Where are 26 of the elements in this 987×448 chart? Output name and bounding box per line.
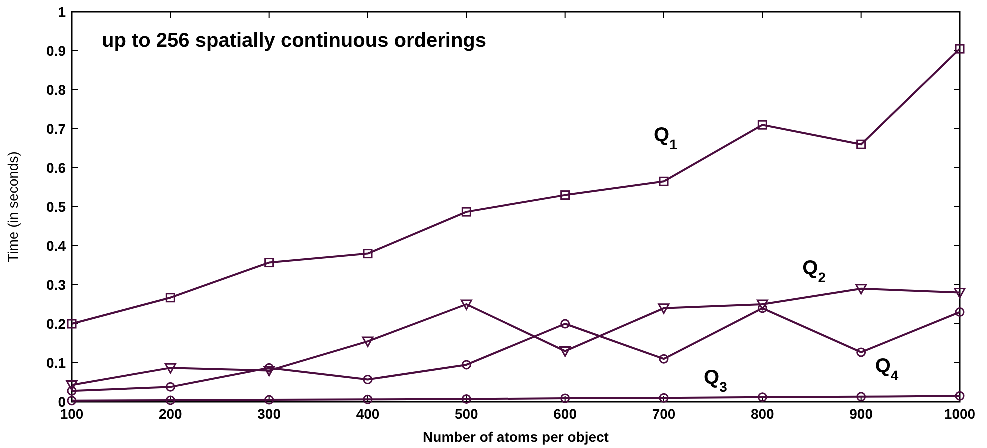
x-tick-label: 300	[258, 406, 282, 422]
y-tick-label: 0.6	[46, 160, 66, 176]
x-axis-title: Number of atoms per object	[423, 429, 610, 445]
x-tick-label: 400	[356, 406, 380, 422]
y-tick-label: 0.9	[46, 43, 66, 59]
y-tick-label: 0.5	[46, 199, 66, 215]
y-tick-label: 0.1	[46, 355, 66, 371]
y-axis-title: Time (in seconds)	[5, 152, 21, 262]
y-tick-label: 0.7	[46, 121, 66, 137]
series-label: Q$_{2}$	[802, 258, 826, 286]
y-tick-label: 0.2	[46, 316, 66, 332]
text: up to 256 spatially continuous orderings	[102, 30, 487, 52]
x-tick-label: 800	[750, 406, 775, 422]
y-tick-label: 0.8	[46, 82, 66, 98]
y-tick-label: 0.3	[46, 277, 66, 293]
series-label: Q$_{4}$	[875, 355, 899, 384]
x-tick-label: 500	[454, 406, 479, 422]
series-label: Q$_{1}$	[654, 124, 678, 153]
x-tick-label: 700	[652, 406, 676, 422]
x-tick-label: 600	[554, 406, 578, 422]
x-tick-label: 900	[850, 406, 874, 422]
y-tick-label: 0.4	[46, 238, 66, 254]
y-tick-label: 1	[58, 4, 66, 20]
x-tick-label: 1000	[944, 406, 976, 422]
x-tick-label: 200	[158, 406, 183, 422]
series-label: Q$_{3}$	[704, 367, 728, 396]
